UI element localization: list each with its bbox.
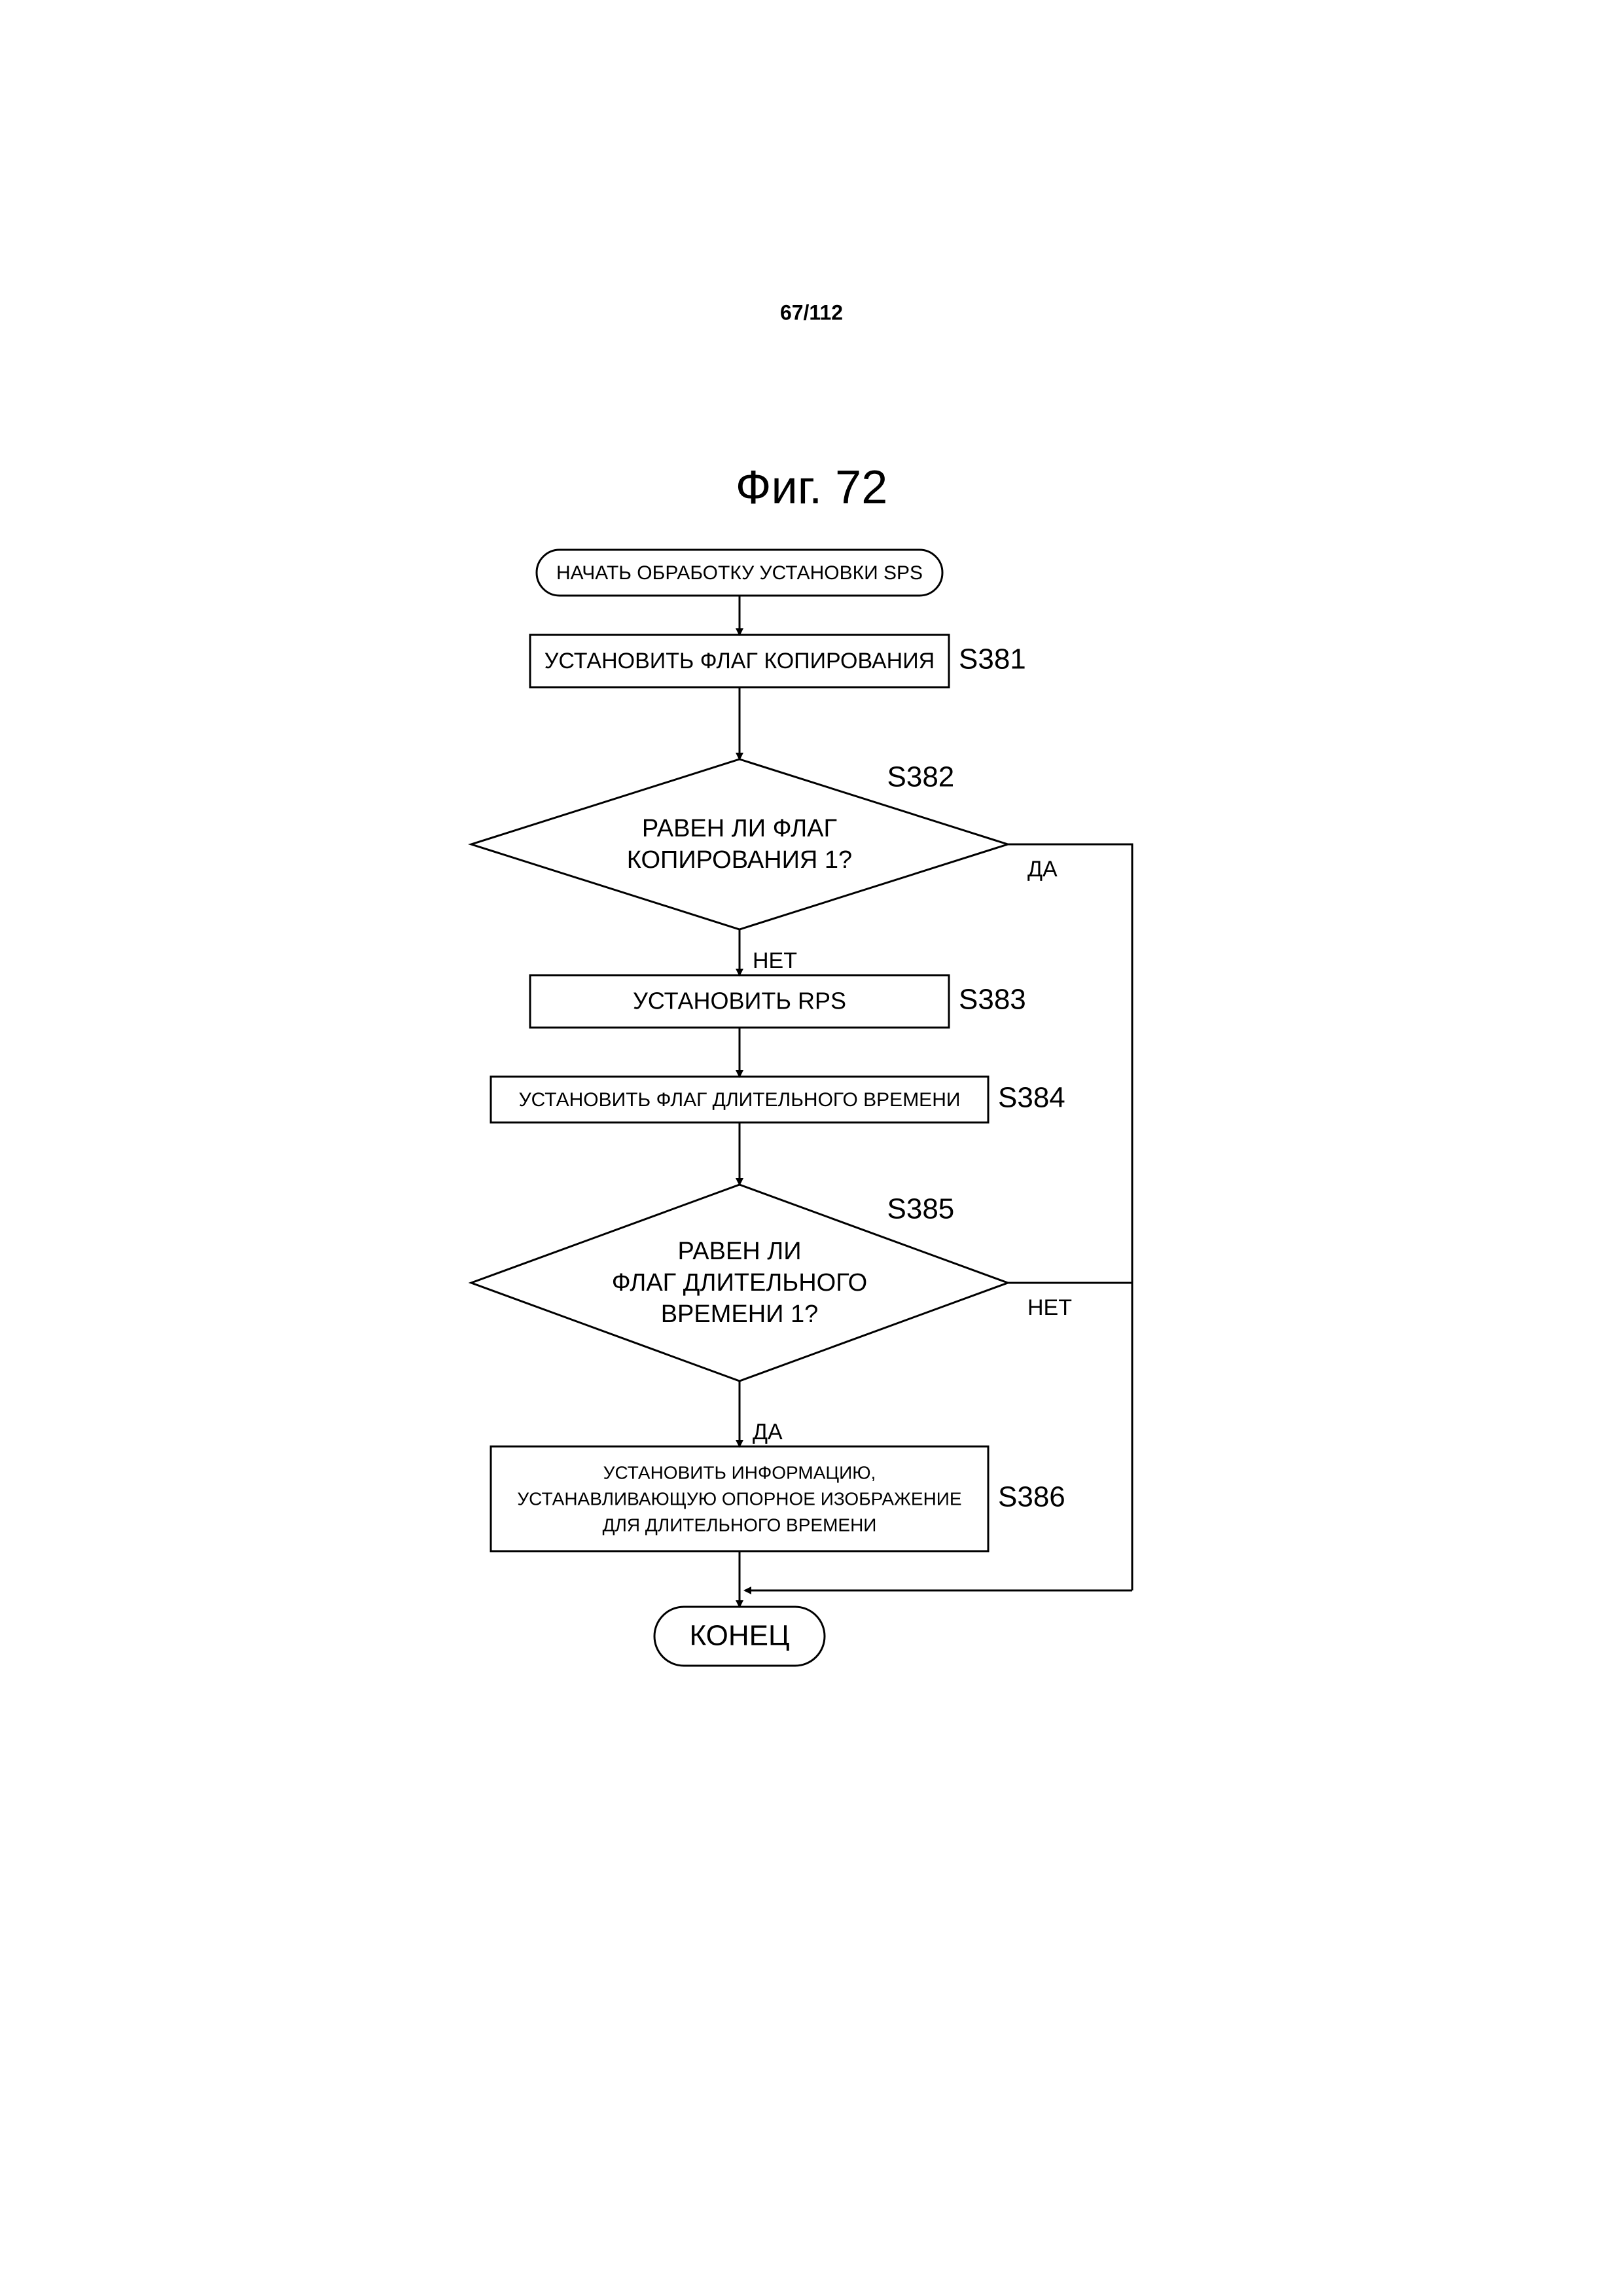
step-label-s381: S381: [959, 643, 1026, 675]
edge-label: ДА: [753, 1420, 783, 1444]
step-label-s386: S386: [998, 1481, 1065, 1513]
page-header: 67/112: [780, 300, 843, 324]
process-s386-line0: УСТАНОВИТЬ ИНФОРМАЦИЮ,: [603, 1462, 876, 1482]
process-s386-line1: УСТАНАВЛИВАЮЩУЮ ОПОРНОЕ ИЗОБРАЖЕНИЕ: [517, 1488, 961, 1509]
edge: [1008, 844, 1132, 1590]
decision-s385-line0: РАВЕН ЛИ: [677, 1238, 801, 1265]
step-label-s383: S383: [959, 984, 1026, 1016]
decision-s385-line1: ФЛАГ ДЛИТЕЛЬНОГО: [612, 1269, 867, 1297]
edge: [1008, 1283, 1132, 1590]
process-s384-text: УСТАНОВИТЬ ФЛАГ ДЛИТЕЛЬНОГО ВРЕМЕНИ: [519, 1089, 961, 1111]
process-s386-line2: ДЛЯ ДЛИТЕЛЬНОГО ВРЕМЕНИ: [603, 1515, 877, 1535]
step-label-s385: S385: [887, 1193, 955, 1225]
figure-title: Фиг. 72: [736, 461, 888, 514]
terminator-end-text: КОНЕЦ: [689, 1620, 789, 1652]
step-label-s384: S384: [998, 1082, 1065, 1114]
terminator-start-text: НАЧАТЬ ОБРАБОТКУ УСТАНОВКИ SPS: [556, 562, 923, 584]
decision-s385-line2: ВРЕМЕНИ 1?: [661, 1300, 819, 1328]
edge-label: ДА: [1027, 857, 1058, 882]
process-s383-text: УСТАНОВИТЬ RPS: [633, 988, 846, 1014]
step-label-s382: S382: [887, 761, 955, 793]
edge-label: НЕТ: [753, 948, 797, 973]
edge-label: НЕТ: [1027, 1295, 1072, 1320]
decision-s382-line1: КОПИРОВАНИЯ 1?: [627, 846, 852, 874]
decision-s382-line0: РАВЕН ЛИ ФЛАГ: [642, 815, 837, 842]
process-s381-text: УСТАНОВИТЬ ФЛАГ КОПИРОВАНИЯ: [544, 649, 935, 673]
